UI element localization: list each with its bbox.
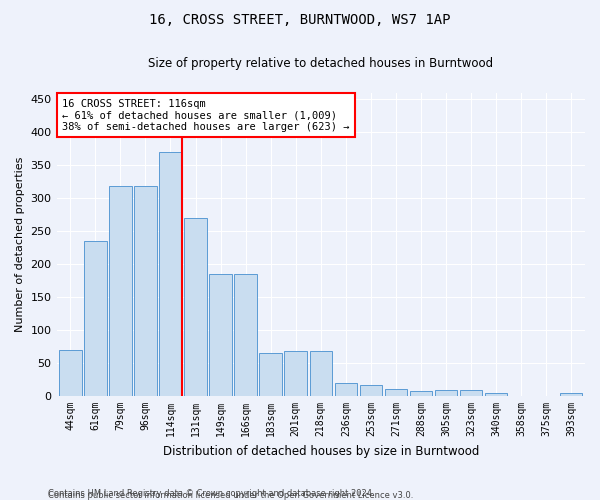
Bar: [259, 353, 282, 396]
Bar: [84, 241, 107, 396]
Bar: [335, 383, 357, 396]
Bar: [235, 274, 257, 396]
Bar: [284, 351, 307, 396]
Text: Contains HM Land Registry data © Crown copyright and database right 2024.: Contains HM Land Registry data © Crown c…: [48, 488, 374, 498]
Bar: [435, 390, 457, 396]
Title: Size of property relative to detached houses in Burntwood: Size of property relative to detached ho…: [148, 58, 493, 70]
Bar: [209, 274, 232, 396]
Bar: [485, 394, 508, 396]
Text: 16, CROSS STREET, BURNTWOOD, WS7 1AP: 16, CROSS STREET, BURNTWOOD, WS7 1AP: [149, 12, 451, 26]
X-axis label: Distribution of detached houses by size in Burntwood: Distribution of detached houses by size …: [163, 444, 479, 458]
Text: 16 CROSS STREET: 116sqm
← 61% of detached houses are smaller (1,009)
38% of semi: 16 CROSS STREET: 116sqm ← 61% of detache…: [62, 98, 349, 132]
Bar: [59, 350, 82, 396]
Text: Contains public sector information licensed under the Open Government Licence v3: Contains public sector information licen…: [48, 491, 413, 500]
Bar: [460, 390, 482, 396]
Bar: [385, 390, 407, 396]
Bar: [359, 385, 382, 396]
Bar: [310, 351, 332, 396]
Bar: [134, 186, 157, 396]
Bar: [560, 394, 583, 396]
Bar: [109, 186, 131, 396]
Bar: [184, 218, 207, 396]
Y-axis label: Number of detached properties: Number of detached properties: [15, 156, 25, 332]
Bar: [159, 152, 182, 396]
Bar: [410, 392, 432, 396]
